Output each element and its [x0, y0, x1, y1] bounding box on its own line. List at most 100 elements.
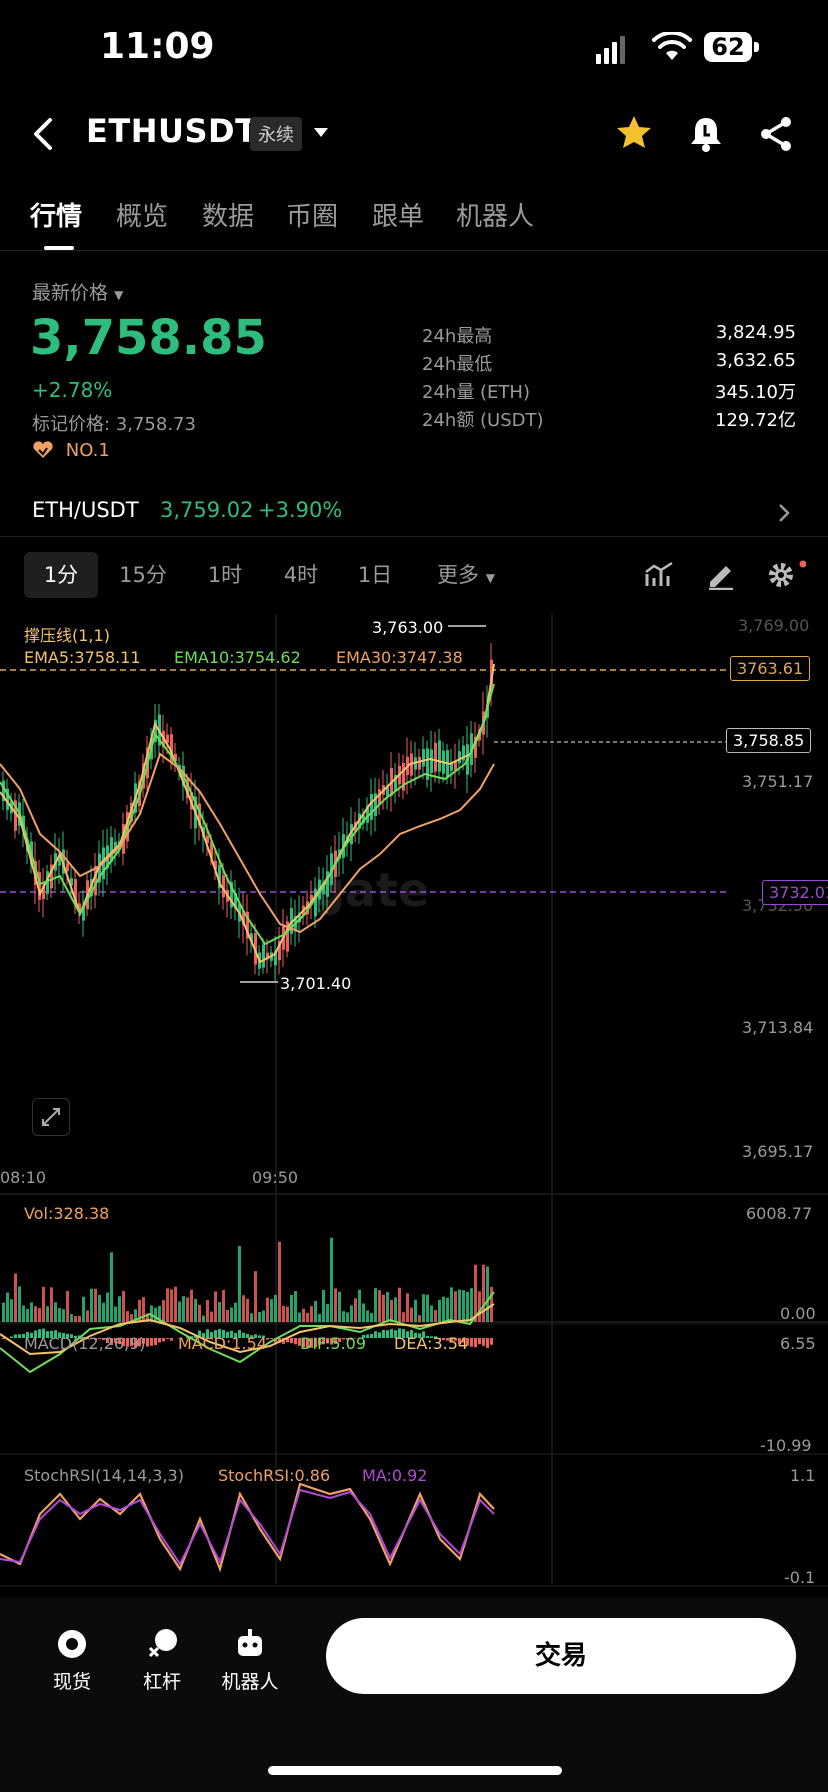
- leverage-icon: [148, 1629, 177, 1658]
- volume-bar: [414, 1299, 417, 1322]
- macd-histogram-bar: [282, 1338, 285, 1344]
- macd-histogram-bar: [466, 1338, 469, 1346]
- macd-histogram-bar: [110, 1338, 113, 1346]
- latest-price-label[interactable]: 最新价格 ▼: [32, 282, 124, 304]
- volume-bar: [286, 1306, 289, 1322]
- timeframe-15m[interactable]: 15分: [119, 563, 167, 587]
- volume-bar: [250, 1313, 253, 1322]
- macd-dea-line: [0, 1303, 495, 1356]
- candle: [274, 951, 277, 966]
- trade-button[interactable]: 交易: [326, 1618, 796, 1694]
- candle: [374, 793, 377, 816]
- symbol-dropdown-icon[interactable]: [312, 126, 330, 140]
- indicator-title[interactable]: 撑压线(1,1): [24, 626, 110, 645]
- candle: [474, 736, 477, 758]
- candle: [434, 742, 437, 772]
- candle: [386, 786, 389, 797]
- volume-bar: [22, 1305, 25, 1322]
- rank-badge[interactable]: NO.1: [32, 440, 110, 461]
- nav-bot[interactable]: 机器人: [210, 1626, 290, 1694]
- stat-24h-low: 24h最低 3,632.65: [422, 350, 796, 375]
- spot-pair-label: ETH/USDT: [32, 498, 139, 522]
- macd-histogram-bar: [38, 1329, 41, 1338]
- macd-histogram-bar: [322, 1338, 325, 1345]
- candle: [458, 751, 461, 764]
- macd-histogram-bar: [86, 1338, 89, 1340]
- favorite-star-icon[interactable]: [614, 114, 654, 152]
- spot-coin-icon: [58, 1630, 86, 1658]
- tab-market[interactable]: 行情: [30, 202, 83, 232]
- stochrsi-line: [0, 1482, 495, 1573]
- macd-histogram-bar: [426, 1335, 429, 1338]
- timeframe-4h[interactable]: 4时: [283, 563, 319, 587]
- contract-type-badge[interactable]: 永续: [250, 117, 302, 151]
- volume-bar: [14, 1273, 17, 1322]
- symbol-title[interactable]: ETHUSDT: [86, 112, 258, 150]
- volume-bar: [370, 1313, 373, 1322]
- timeframe-1d[interactable]: 1日: [357, 563, 393, 587]
- macd-histogram-bar: [242, 1332, 245, 1338]
- volume-bar: [146, 1313, 149, 1322]
- macd-histogram-bar: [10, 1336, 13, 1338]
- spot-pair-row[interactable]: ETH/USDT 3,759.02 +3.90%: [0, 488, 828, 537]
- timeframe-more[interactable]: 更多 ▼: [437, 563, 495, 587]
- volume-bar: [486, 1266, 489, 1322]
- timeframe-1h[interactable]: 1时: [207, 563, 243, 587]
- nav-leverage[interactable]: 杠杆: [122, 1626, 202, 1694]
- candle: [230, 881, 233, 908]
- support-price-tag[interactable]: 3732.01: [762, 880, 828, 905]
- volume-bar: [38, 1308, 41, 1322]
- volume-bar: [130, 1314, 133, 1322]
- stat-24h-high: 24h最高 3,824.95: [422, 322, 796, 347]
- volume-bar: [174, 1286, 177, 1322]
- macd-histogram-bar: [342, 1338, 345, 1340]
- macd-histogram-bar: [142, 1338, 145, 1344]
- price-alert-bell-icon[interactable]: [686, 114, 726, 154]
- candle: [366, 805, 369, 823]
- nav-spot[interactable]: 现货: [32, 1626, 112, 1694]
- candle: [114, 841, 117, 853]
- candle: [370, 794, 373, 820]
- volume-bars-group: [2, 1237, 493, 1322]
- candle: [322, 883, 325, 895]
- candle: [326, 871, 329, 897]
- axis-label-4: 3,695.17: [742, 1142, 814, 1161]
- volume-bar: [490, 1286, 493, 1322]
- volume-bar: [42, 1286, 45, 1322]
- macd-histogram-bar: [406, 1331, 409, 1338]
- tab-bots[interactable]: 机器人: [456, 202, 535, 232]
- macd-histogram-bar: [74, 1335, 77, 1338]
- stochrsi-value: StochRSI:0.86: [218, 1466, 331, 1485]
- back-arrow-icon[interactable]: [28, 114, 58, 154]
- volume-bar: [342, 1311, 345, 1322]
- tab-community[interactable]: 币圈: [286, 202, 339, 232]
- tab-data[interactable]: 数据: [202, 202, 255, 232]
- macd-histogram-bar: [226, 1331, 229, 1338]
- timeframe-1m[interactable]: 1分: [24, 552, 98, 598]
- volume-bar: [346, 1312, 349, 1322]
- macd-histogram-bar: [98, 1338, 101, 1340]
- drawing-pen-icon[interactable]: [706, 560, 736, 590]
- candlestick-chart[interactable]: gate 3,763.00 3,701.40: [0, 614, 828, 1594]
- volume-bar: [330, 1237, 333, 1322]
- indicators-icon[interactable]: [644, 560, 674, 590]
- fullscreen-button[interactable]: [32, 1098, 70, 1136]
- candle: [174, 753, 177, 762]
- tab-copy-trading[interactable]: 跟单: [372, 202, 425, 232]
- tab-overview[interactable]: 概览: [116, 202, 169, 232]
- candle: [218, 864, 221, 889]
- macd-histogram-bar: [170, 1338, 173, 1341]
- macd-histogram-bar: [346, 1338, 349, 1340]
- volume-bar: [94, 1288, 97, 1322]
- heart-fire-icon: [33, 441, 53, 458]
- chart-settings-icon[interactable]: [766, 558, 806, 592]
- last-price-tag[interactable]: 3,758.85: [726, 728, 812, 753]
- macd-histogram-bar: [398, 1328, 401, 1338]
- stochrsi-title[interactable]: StochRSI(14,14,3,3): [24, 1466, 184, 1485]
- macd-histogram-bar: [186, 1336, 189, 1338]
- macd-histogram-bar: [134, 1338, 137, 1348]
- macd-title[interactable]: MACD(12,26,9): [24, 1334, 146, 1353]
- candle: [50, 864, 53, 889]
- resistance-price-tag[interactable]: 3763.61: [730, 656, 811, 681]
- share-icon[interactable]: [756, 114, 796, 154]
